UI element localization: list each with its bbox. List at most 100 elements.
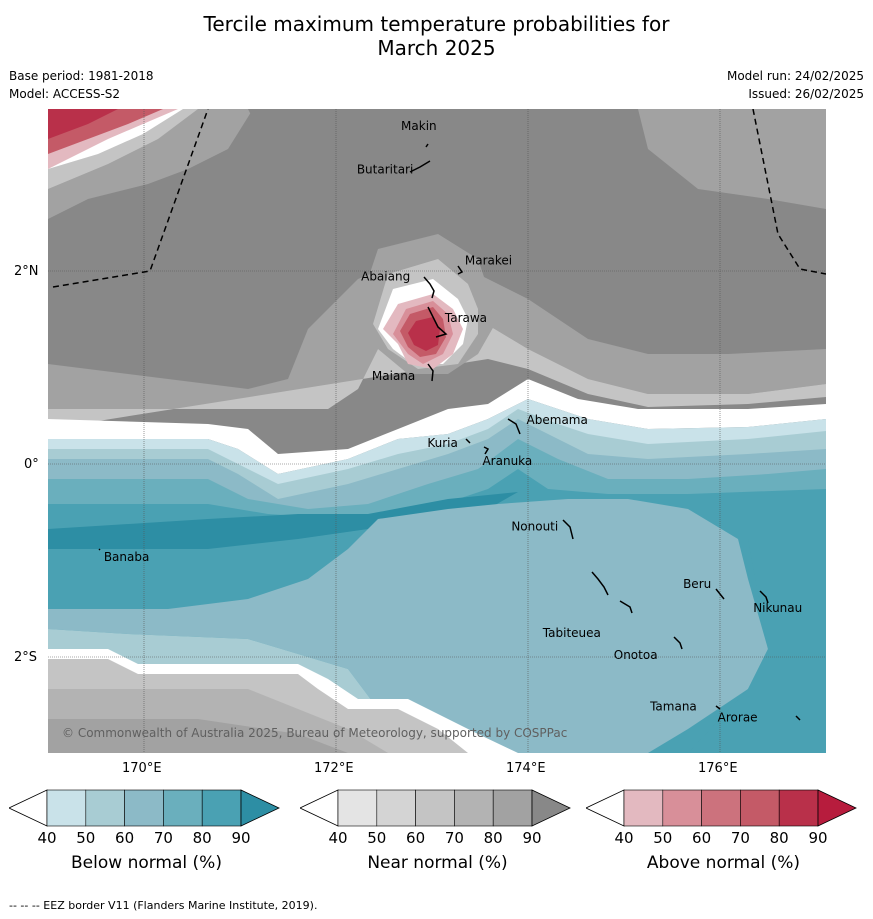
- lon-label-170: 170°E: [122, 761, 162, 776]
- forecast-map[interactable]: Makin Butaritari Marakei Abaiang Tarawa Maian…: [48, 109, 826, 753]
- lon-label-176: 176°E: [698, 761, 738, 776]
- band-nn80: [48, 259, 826, 409]
- colorbar-swatch: [778, 789, 819, 827]
- map-svg: Makin Butaritari Marakei Abaiang Tarawa Maian…: [48, 109, 826, 753]
- colorbar-tick: 50: [653, 829, 673, 847]
- band-bn90: [48, 492, 518, 549]
- colorbar-swatch: [415, 789, 455, 827]
- colorbar-tick: 40: [614, 829, 634, 847]
- model-run: Model run: 24/02/2025: [726, 69, 864, 83]
- place-label-arorae: Arorae: [718, 711, 758, 725]
- colorbar-tick: 70: [153, 829, 173, 847]
- band-topright-nn80: [638, 109, 826, 209]
- place-label-tamana: Tamana: [649, 699, 697, 713]
- lat-label-2n: 2°N: [14, 264, 39, 279]
- place-label-butaritari: Butaritari: [357, 163, 414, 177]
- colorbar-tick: 60: [406, 829, 426, 847]
- colorbar-swatch: [662, 789, 702, 827]
- colorbar-under-arrow: [585, 789, 625, 827]
- gridlines: [48, 109, 826, 753]
- colorbar-over-arrow: [531, 789, 571, 827]
- colorbar-swatch: [337, 789, 378, 827]
- footer-note: -- -- -- EEZ border V11 (Flanders Marine…: [9, 899, 318, 912]
- colorbar-swatch: [46, 789, 87, 827]
- place-label-beru: Beru: [683, 577, 711, 591]
- colorbar-swatches: [585, 789, 857, 827]
- meta-left: Base period: 1981-2018 Model: ACCESS-S2: [9, 67, 154, 103]
- colorbar-swatch: [163, 789, 203, 827]
- copyright-note: © Commonwealth of Australia 2025, Bureau…: [62, 726, 568, 740]
- place-label-maiana: Maiana: [372, 369, 415, 383]
- place-label-makin: Makin: [401, 119, 437, 133]
- colorbar-label: Above normal (%): [646, 853, 801, 873]
- place-label-abemama: Abemama: [527, 413, 588, 427]
- colorbar-swatch: [623, 789, 664, 827]
- colorbar-tick: 90: [522, 829, 542, 847]
- colorbar-swatch: [454, 789, 494, 827]
- band-south-bn60: [48, 499, 768, 753]
- meta-right: Model run: 24/02/2025 Issued: 26/02/2025: [727, 67, 864, 103]
- colorbar-swatches: [8, 789, 280, 827]
- colorbar-over-arrow: [817, 789, 857, 827]
- colorbar-label: Below normal (%): [71, 853, 222, 873]
- colorbar-0: 40 50 60 70 80 90 Below normal (%): [8, 789, 284, 889]
- colorbar-tick: 90: [231, 829, 251, 847]
- colorbar-tick: 60: [692, 829, 712, 847]
- eez-border: [52, 109, 826, 288]
- band-topleft-an80: [48, 109, 118, 139]
- lon-label-174: 174°E: [506, 761, 546, 776]
- issued-date: Issued: 26/02/2025: [748, 87, 864, 101]
- colorbar-swatch: [740, 789, 780, 827]
- place-label-abaiang: Abaiang: [361, 270, 410, 284]
- colorbar-swatches: [299, 789, 571, 827]
- band-south-nn80: [48, 719, 348, 753]
- place-label-nonouti: Nonouti: [511, 520, 558, 534]
- colorbar-label: Near normal (%): [367, 853, 508, 873]
- colorbar-swatch: [492, 789, 533, 827]
- band-white-north: [48, 379, 826, 474]
- colorbar-tick: 70: [444, 829, 464, 847]
- band-nn60: [48, 309, 826, 429]
- colorbar-tick: 70: [730, 829, 750, 847]
- colorbar-swatch: [124, 789, 164, 827]
- map-title: Tercile maximum temperature probabilitie…: [0, 12, 873, 60]
- island-outlines: [98, 143, 801, 721]
- colorbar-tick: 60: [115, 829, 135, 847]
- place-label-kuria: Kuria: [427, 436, 458, 450]
- colorbar-tick: 90: [808, 829, 828, 847]
- title-line-2: March 2025: [377, 36, 496, 60]
- lon-label-172: 172°E: [314, 761, 354, 776]
- colorbar-tick: 40: [37, 829, 57, 847]
- place-label-tarawa: Tarawa: [444, 311, 487, 325]
- lat-label-0: 0°: [24, 457, 39, 472]
- blob-an80: [408, 317, 440, 351]
- colorbar-tick: 50: [367, 829, 387, 847]
- colorbar-swatch: [701, 789, 741, 827]
- colorbar-swatch: [85, 789, 125, 827]
- colorbar-tick: 80: [769, 829, 789, 847]
- colorbar-swatch: [201, 789, 242, 827]
- colorbar-tick: 80: [192, 829, 212, 847]
- colorbar-tick: 40: [328, 829, 348, 847]
- place-label-onotoa: Onotoa: [614, 648, 658, 662]
- colorbar-under-arrow: [299, 789, 339, 827]
- base-period: Base period: 1981-2018: [9, 69, 154, 83]
- place-label-aranuka: Aranuka: [482, 454, 532, 468]
- colorbar-2: 40 50 60 70 80 90 Above normal (%): [585, 789, 861, 889]
- title-line-1: Tercile maximum temperature probabilitie…: [203, 12, 670, 36]
- band-southeast-bn80: [688, 539, 826, 753]
- model-name: Model: ACCESS-S2: [9, 87, 121, 101]
- lat-label-2s: 2°S: [14, 650, 38, 665]
- place-label-tabiteuea: Tabiteuea: [542, 626, 601, 640]
- place-label-banaba: Banaba: [104, 550, 150, 564]
- place-labels: Makin Butaritari Marakei Abaiang Tarawa Maian…: [104, 119, 802, 725]
- band-top-nn90: [248, 109, 826, 219]
- colorbar-tick: 80: [483, 829, 503, 847]
- colorbar-over-arrow: [240, 789, 280, 827]
- colorbar-swatch: [376, 789, 416, 827]
- colorbar-1: 40 50 60 70 80 90 Near normal (%): [299, 789, 575, 889]
- colorbar-tick: 50: [76, 829, 96, 847]
- colorbar-under-arrow: [8, 789, 48, 827]
- place-label-nikunau: Nikunau: [753, 601, 802, 615]
- place-label-marakei: Marakei: [465, 253, 512, 267]
